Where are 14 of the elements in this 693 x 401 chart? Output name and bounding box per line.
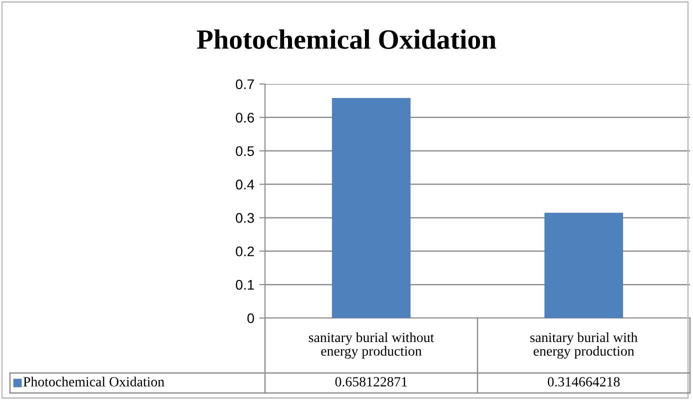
y-tick-label: 0.7 — [236, 79, 254, 90]
data-label: 0.658122871 — [335, 377, 407, 387]
y-tick-label: 0.3 — [236, 213, 254, 223]
y-tick-label: 0.4 — [236, 180, 254, 190]
chart-title: Photochemical Oxidation — [196, 29, 496, 49]
y-tick-label: 0.2 — [236, 246, 254, 256]
x-tick-label: sanitary burial without energy production — [308, 332, 434, 359]
y-tick-label: 0.5 — [236, 146, 254, 156]
y-tick-label: 0 — [247, 313, 254, 324]
data-label: 0.314664218 — [548, 377, 620, 387]
y-tick-label: 0.6 — [236, 112, 254, 123]
legend-label: Photochemical Oxidation — [23, 376, 164, 386]
x-tick-label: sanitary burial with energy production — [530, 332, 638, 359]
y-tick-label: 0.1 — [236, 280, 254, 290]
